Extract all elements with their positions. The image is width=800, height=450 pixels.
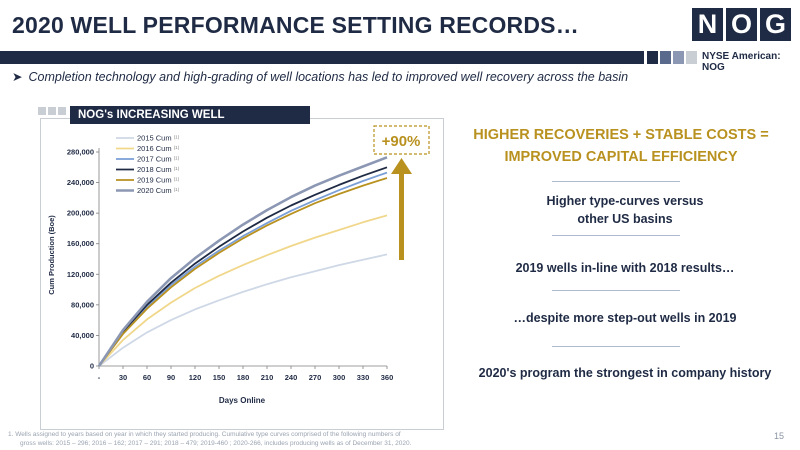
y-tick-label: 280,000 <box>67 148 94 157</box>
header-square <box>673 51 684 64</box>
legend-label: 2015 Cum (1) <box>137 134 180 143</box>
annotation-label: +90% <box>382 133 421 150</box>
legend-footnote-marker: (1) <box>174 177 180 182</box>
legend-label: 2020 Cum (1) <box>137 186 180 195</box>
x-tick-label: 180 <box>237 373 250 382</box>
x-tick-label: 330 <box>357 373 370 382</box>
x-tick-label: - <box>98 373 101 382</box>
legend-label: 2017 Cum (1) <box>137 155 180 164</box>
divider <box>552 181 680 182</box>
logo-letter-o: O <box>726 8 757 41</box>
x-tick-label: 30 <box>119 373 127 382</box>
y-axis-label: Cum Production (Boe) <box>47 215 56 295</box>
chart-legend: 2015 Cum (1)2016 Cum (1) 2017 Cum (1)2018… <box>116 134 180 195</box>
logo-letter-n: N <box>692 8 723 41</box>
y-tick-label: 240,000 <box>67 178 94 187</box>
bullet-point: ➤ Completion technology and high-grading … <box>12 69 628 84</box>
legend-footnote-marker: (1) <box>174 135 180 140</box>
series-line-2015 <box>98 253 388 367</box>
x-tick-label: 210 <box>261 373 274 382</box>
footnote-line: 1. Wells assigned to years based on year… <box>8 431 401 438</box>
statement-type-curves: Higher type-curves versus other US basin… <box>460 192 790 228</box>
y-tick-label: 80,000 <box>71 300 94 309</box>
bullet-text: Completion technology and high-grading o… <box>28 70 629 84</box>
statement-line: other US basins <box>577 212 673 226</box>
series-line-2019 <box>98 177 388 367</box>
legend-footnote-marker: (1) <box>174 187 180 192</box>
divider <box>552 290 680 291</box>
divider <box>552 235 680 236</box>
chart-series <box>97 156 388 367</box>
x-tick-label: 120 <box>189 373 202 382</box>
panel-mark <box>58 107 66 115</box>
arrow-bullet-icon: ➤ <box>12 70 23 84</box>
statement-line: Higher type-curves versus <box>546 194 704 208</box>
page-title: 2020 WELL PERFORMANCE SETTING RECORDS… <box>12 12 579 38</box>
legend-label: 2019 Cum (1) <box>137 176 180 185</box>
series-line-2016 <box>98 214 388 367</box>
panel-title: NOG's INCREASING WELL PRODUCTIVITY <box>70 106 310 139</box>
x-tick-label: 90 <box>167 373 175 382</box>
x-tick-label: 360 <box>381 373 394 382</box>
header-square <box>647 51 658 64</box>
series-line-2017 <box>98 171 388 367</box>
up-arrow-icon <box>391 158 412 260</box>
panel-mark <box>48 107 56 115</box>
header-bar <box>0 51 644 64</box>
efficiency-heading: HIGHER RECOVERIES + STABLE COSTS = IMPRO… <box>460 124 782 168</box>
legend-footnote-marker: (1) <box>174 166 180 171</box>
legend-label: 2016 Cum (1) <box>137 144 180 153</box>
exchange-label: NYSE American: NOG <box>702 51 781 73</box>
footnote: 1. Wells assigned to years based on year… <box>8 430 568 448</box>
legend-footnote-marker: (1) <box>174 156 180 161</box>
statement-2020-program: 2020's program the strongest in company … <box>478 366 772 380</box>
legend-footnote-marker: (1) <box>174 145 180 150</box>
statement-step-out: …despite more step-out wells in 2019 <box>513 311 737 325</box>
logo-letter-g: G <box>760 8 791 41</box>
y-tick-label: 200,000 <box>67 209 94 218</box>
heading-line-2: IMPROVED CAPITAL EFFICIENCY <box>504 149 738 165</box>
heading-line-1: HIGHER RECOVERIES + STABLE COSTS = <box>473 127 769 143</box>
panel-mark <box>38 107 46 115</box>
y-tick-label: 40,000 <box>71 331 94 340</box>
y-tick-label: 120,000 <box>67 270 94 279</box>
panel-marks <box>38 107 66 115</box>
y-tick-label: 0 <box>90 362 94 371</box>
y-tick-label: 160,000 <box>67 239 94 248</box>
x-tick-label: 60 <box>143 373 151 382</box>
x-tick-label: 270 <box>309 373 322 382</box>
x-tick-label: 240 <box>285 373 298 382</box>
x-tick-label: 150 <box>213 373 226 382</box>
well-productivity-chart: 0 40,000 80,000 120,000 160,000 200,000 240,00… <box>47 125 430 405</box>
annotation-box <box>373 125 430 155</box>
x-axis-label: Days Online <box>219 396 266 405</box>
header-square <box>686 51 697 64</box>
footnote-line: gross wells: 2015 – 296; 2016 – 162; 201… <box>20 440 412 447</box>
legend-label: 2018 Cum (1) <box>137 165 180 174</box>
nog-logo: N O G <box>692 8 791 41</box>
divider <box>552 346 680 347</box>
header-square <box>660 51 671 64</box>
x-tick-label: 300 <box>333 373 346 382</box>
series-line-2020 <box>97 156 388 367</box>
statement-2019-wells: 2019 wells in-line with 2018 results… <box>515 261 735 275</box>
series-line-2018 <box>98 166 388 367</box>
chart-axes: 0 40,000 80,000 120,000 160,000 200,000 240,00… <box>67 148 393 383</box>
page-number: 15 <box>774 431 785 441</box>
